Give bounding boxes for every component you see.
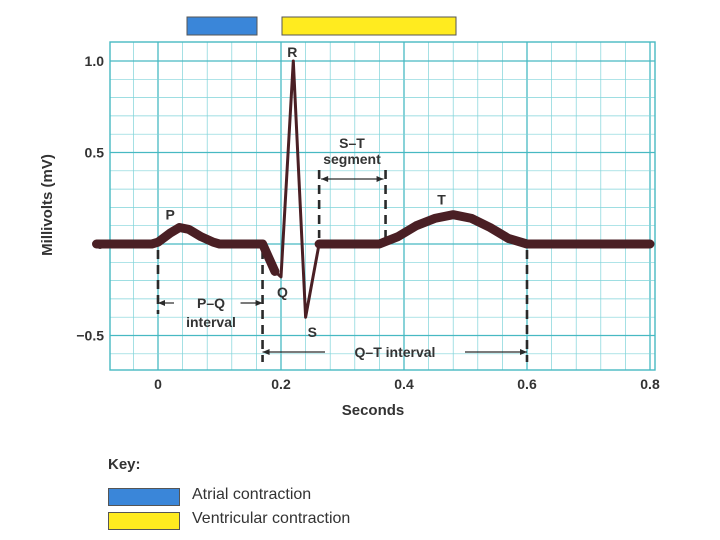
key-item-ventricular: Ventricular contraction bbox=[108, 510, 448, 532]
key-label-atrial: Atrial contraction bbox=[192, 486, 312, 503]
atrial-contraction-bar bbox=[186, 16, 258, 36]
pq-interval-label-2: interval bbox=[186, 314, 236, 330]
wave-label-r: R bbox=[287, 44, 297, 60]
contraction-bars bbox=[186, 16, 457, 36]
pq-arrowhead-right bbox=[255, 300, 263, 306]
ventricular-contraction-bar bbox=[281, 16, 457, 36]
x-axis-ticks: 0 0.2 0.4 0.6 0.8 bbox=[154, 376, 660, 392]
pq-arrowhead-left bbox=[158, 300, 165, 306]
y-tick-label: −0.5 bbox=[76, 328, 104, 344]
st-arrow-arrowhead-right bbox=[376, 176, 384, 182]
x-tick-label: 0.2 bbox=[271, 376, 291, 392]
legend-key: Key: Atrial contraction Ventricular cont… bbox=[108, 452, 448, 536]
y-tick-label: 0.5 bbox=[85, 145, 105, 161]
x-tick-label: 0 bbox=[154, 376, 162, 392]
key-swatch-ventricular bbox=[108, 512, 180, 530]
qt-interval-label: Q–T interval bbox=[355, 344, 436, 360]
x-axis-title: Seconds bbox=[342, 402, 405, 419]
qt-arrowhead-left bbox=[262, 349, 270, 355]
ecg-line-p-segment bbox=[92, 223, 280, 276]
ecg-line-t-segment bbox=[314, 210, 655, 249]
wave-label-p: P bbox=[166, 207, 175, 223]
qt-arrowhead-right bbox=[520, 349, 527, 355]
key-label-ventricular: Ventricular contraction bbox=[192, 510, 351, 527]
key-title: Key: bbox=[108, 456, 141, 473]
y-axis-title: Millivolts (mV) bbox=[39, 154, 56, 256]
ecg-trace bbox=[92, 59, 655, 319]
y-tick-label: 1.0 bbox=[85, 53, 105, 69]
x-tick-label: 0.6 bbox=[517, 376, 537, 392]
wave-label-s: S bbox=[308, 324, 317, 340]
wave-labels: P R Q S T bbox=[166, 44, 447, 340]
wave-label-t: T bbox=[437, 192, 446, 208]
key-swatch-atrial bbox=[108, 488, 180, 506]
key-item-atrial: Atrial contraction bbox=[108, 486, 448, 508]
st-arrow-arrowhead-left bbox=[321, 176, 329, 182]
st-segment-label-1: S–T bbox=[339, 135, 365, 151]
y-axis-ticks: 1.00.50−0.5 bbox=[76, 53, 104, 344]
x-tick-label: 0.4 bbox=[394, 376, 414, 392]
wave-label-q: Q bbox=[277, 284, 288, 300]
x-tick-label: 0.8 bbox=[640, 376, 660, 392]
plot-border bbox=[109, 41, 656, 371]
st-segment-label-2: segment bbox=[323, 151, 381, 167]
pq-interval-label-1: P–Q bbox=[197, 295, 225, 311]
